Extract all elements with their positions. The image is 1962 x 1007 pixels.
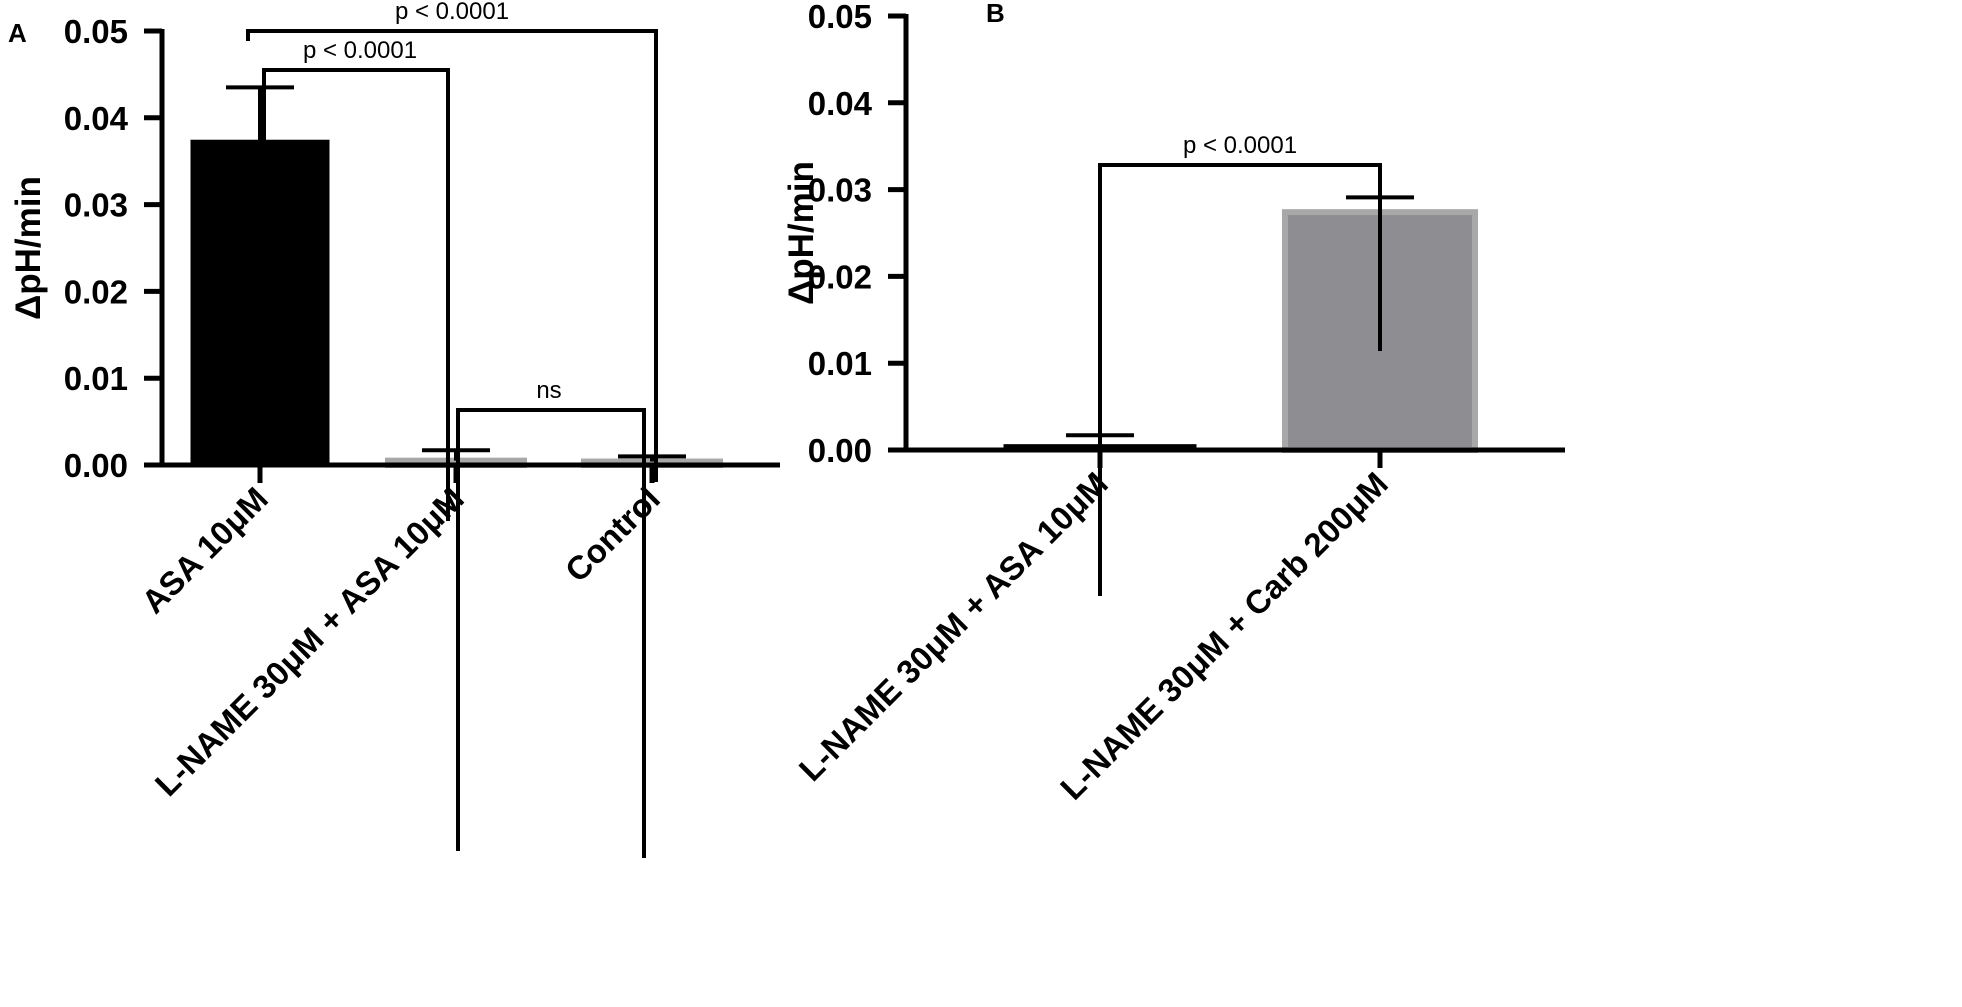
y-tick-label: 0.02 <box>64 273 128 310</box>
panel-letter: A <box>8 18 27 48</box>
chart-panel-a: A ΔpH/min 0.00 0.01 0.02 0.03 0.04 0.05 ASA 10μM… <box>8 0 780 858</box>
panel-letter: B <box>986 0 1005 28</box>
x-tick-label: L-NAME 30μM + Carb 200μM <box>1053 465 1395 807</box>
significance-label: ns <box>536 377 561 404</box>
significance-bracket <box>1098 163 1382 596</box>
y-tick-label: 0.04 <box>64 100 129 137</box>
y-tick-label: 0.05 <box>64 13 128 50</box>
x-tick-label: L-NAME 30μM + ASA 10μM <box>792 465 1115 788</box>
y-axis-label: ΔpH/min <box>9 176 48 320</box>
y-tick-label: 0.03 <box>64 187 128 224</box>
x-tick-label: L-NAME 30μM + ASA 10μM <box>148 480 471 803</box>
error-bar-1 <box>226 85 294 142</box>
significance-label: p < 0.0001 <box>303 37 417 64</box>
chart-panel-b: B ΔpH/min 0.00 0.01 0.02 0.03 0.04 0.05 L-NAME 3… <box>782 0 1565 807</box>
bar-1 <box>190 139 330 467</box>
y-tick-label: 0.00 <box>808 432 872 469</box>
significance-bracket <box>262 68 450 521</box>
significance-label: p < 0.0001 <box>1183 132 1297 159</box>
y-tick-label: 0.03 <box>808 172 872 209</box>
y-tick-label: 0.00 <box>64 447 128 484</box>
error-bar-3 <box>618 454 686 462</box>
significance-bracket <box>246 29 658 482</box>
y-tick-label: 0.01 <box>808 345 872 382</box>
y-tick-label: 0.01 <box>64 360 128 397</box>
x-tick-label: ASA 10μM <box>134 480 275 621</box>
significance-bracket <box>456 408 646 858</box>
y-axis-label: ΔpH/min <box>782 161 821 305</box>
y-tick-label: 0.05 <box>808 0 872 35</box>
y-tick-label: 0.02 <box>808 258 872 295</box>
x-tick-label: Control <box>558 480 667 589</box>
y-tick-label: 0.04 <box>808 85 873 122</box>
significance-label: p < 0.0001 <box>395 0 509 25</box>
